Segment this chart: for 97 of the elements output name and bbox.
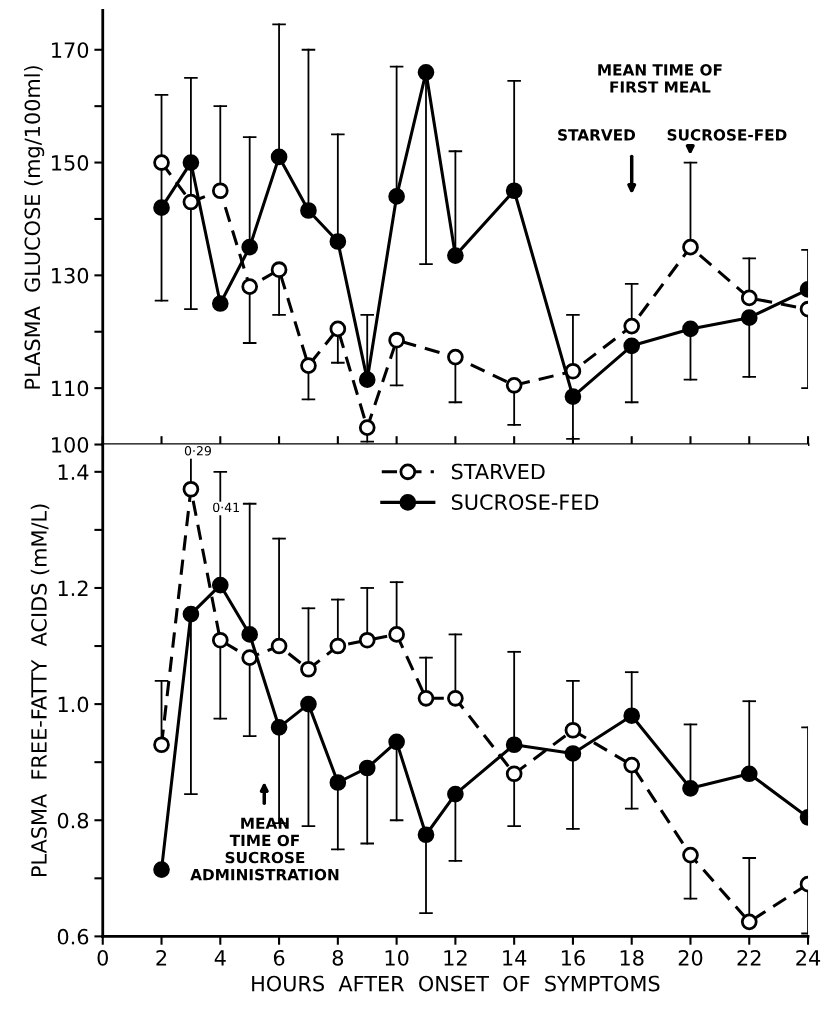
point [182,480,200,498]
point [417,689,435,707]
point [153,861,170,878]
x-tick-label: 0 [97,949,108,966]
point [417,826,435,844]
x-tick-label: 22 [737,949,761,966]
x-tick-label: 2 [156,949,167,966]
point [740,913,758,931]
annotation: 0·29 [184,446,211,456]
y-axis-title: PLASMA GLUCOSE (mg/100ml) [24,66,45,389]
point [564,388,582,405]
point [241,649,259,666]
point [505,736,523,754]
point [270,261,288,279]
point [241,626,259,643]
x-tick-label: 10 [385,949,409,966]
point [623,707,641,725]
point [682,846,699,864]
point [447,247,464,264]
annotation: MEAN TIME OF FIRST MEAL [598,64,722,93]
y-tick-label: 1.0 [58,696,89,713]
point [623,317,641,335]
x-tick-label: 14 [503,950,527,966]
point [300,202,317,219]
x-tick-label: 16 [561,949,585,966]
y-tick-label: 110 [52,380,89,397]
annotation: MEAN TIME OF SUCROSE ADMINISTRATION [190,817,339,881]
x-tick-label: 24 [796,949,821,966]
point [153,154,170,171]
y-tick-label: 130 [52,267,89,284]
point [682,779,699,797]
point [329,320,347,338]
annotation: SUCROSE-FED [667,129,787,141]
point [358,371,376,389]
x-tick-label: 8 [332,949,344,966]
x-tick-label: 12 [444,949,467,966]
y-tick-label: 1.2 [58,580,88,596]
y-tick-label: 1.4 [58,464,89,480]
point [211,182,229,200]
point [740,309,758,326]
y-axis-title: PLASMA FREE-FATTY ACIDS (mM/L) [30,504,50,877]
point [505,765,523,783]
point [505,376,523,394]
point [564,362,582,380]
y-tick-label: 0.6 [57,928,89,945]
x-axis-title: HOURS AFTER ONSET OF SYMPTOMS [252,975,660,992]
point [153,199,170,217]
y-tick-label: 150 [52,155,89,171]
point [388,626,405,643]
point [564,745,582,762]
point [358,631,376,649]
point [300,695,317,713]
point [270,148,288,166]
point [182,605,200,623]
point [211,631,229,649]
point [329,637,347,655]
legend-label: STARVED [451,463,545,480]
point [329,233,347,250]
point [388,733,405,751]
x-tick-label: 6 [273,949,285,966]
point [447,689,464,707]
point [682,320,699,338]
x-tick-label: 20 [678,949,703,966]
point [623,337,641,355]
point [388,331,405,349]
point [564,721,582,739]
point [740,289,758,307]
legend-label: SUCROSE-FED [451,494,599,510]
point [447,348,464,366]
point [682,238,699,256]
point [211,576,229,594]
y-tick-label: 100 [52,436,89,453]
point [182,154,200,171]
x-tick-label: 4 [214,950,226,966]
point [211,295,229,312]
point [270,637,288,655]
point [241,238,259,256]
annotation: STARVED [558,129,636,141]
point [329,774,347,791]
point [417,63,435,81]
point [182,193,200,211]
point [447,785,464,803]
point [388,188,405,205]
point [740,765,758,783]
annotation: 0·41 [213,502,239,513]
point [270,719,288,736]
y-tick-label: 170 [52,42,89,58]
x-tick-label: 18 [620,949,644,966]
point [623,756,641,774]
point [358,759,376,777]
point [358,419,376,436]
point [241,278,259,295]
y-tick-label: 0.8 [57,812,89,829]
point [153,736,170,754]
point [505,182,523,200]
point [300,357,317,374]
point [300,660,317,678]
